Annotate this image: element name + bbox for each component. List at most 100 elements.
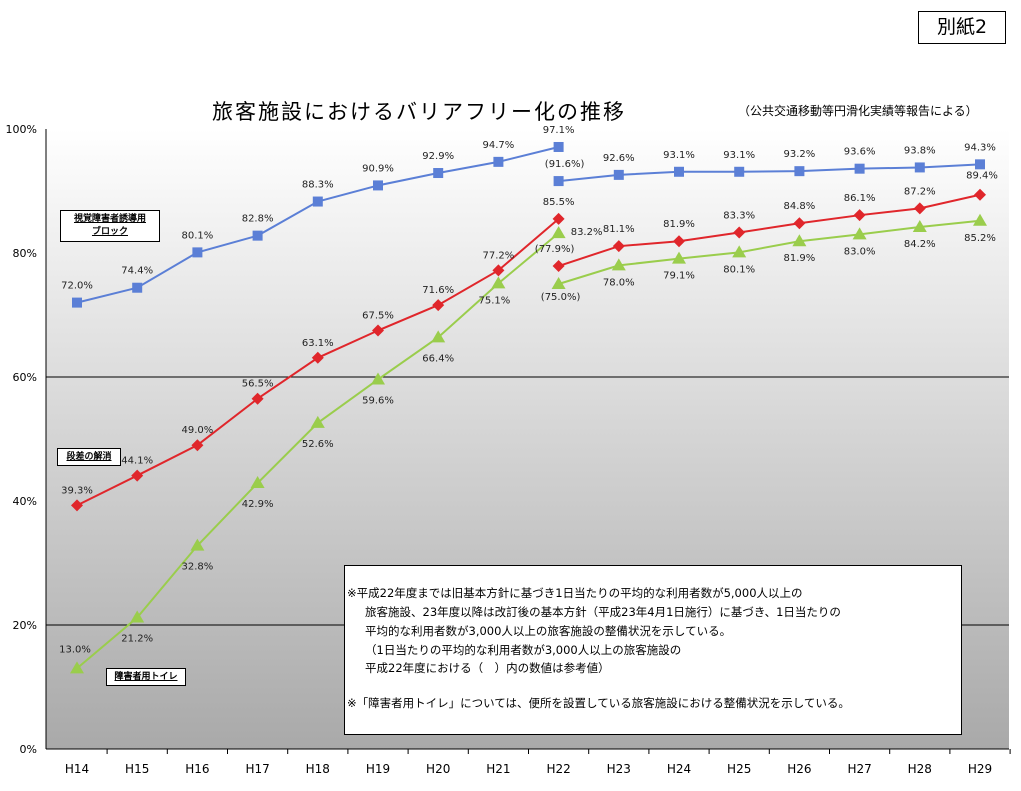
data-label-toilet: 66.4% xyxy=(422,353,454,364)
data-label-toilet: 59.6% xyxy=(362,395,394,406)
data-point-toilet xyxy=(431,330,446,343)
series-label-step-text: 段差の解消 xyxy=(66,452,112,462)
data-label-toilet: 32.8% xyxy=(182,562,214,573)
data-label-step: 56.5% xyxy=(242,379,274,390)
data-point-toilet xyxy=(912,219,927,232)
series-label-step: 段差の解消 xyxy=(57,448,121,466)
data-label-step: 84.8% xyxy=(784,201,816,212)
source-note: （公共交通移動等円滑化実績等報告による） xyxy=(738,104,978,118)
data-point-block xyxy=(192,247,203,258)
data-label-toilet: 84.2% xyxy=(904,239,936,250)
data-label-block: 93.2% xyxy=(784,149,816,160)
notes-box: ※平成22年度までは旧基本方針に基づき1日当たりの平均的な利用者数が5,000人… xyxy=(344,565,962,735)
data-point-block xyxy=(613,169,624,180)
x-tick-label: H24 xyxy=(667,762,691,776)
data-point-step xyxy=(372,324,384,337)
data-label-toilet: 52.6% xyxy=(302,439,334,450)
data-label-toilet: 78.0% xyxy=(603,277,635,288)
data-point-toilet xyxy=(551,277,566,289)
data-point-block xyxy=(493,156,504,167)
data-label-step: 77.2% xyxy=(483,250,515,261)
note-line-4: （1日当たりの平均的な利用者数が3,000人以上の旅客施設の xyxy=(365,643,682,657)
data-label-step: 71.6% xyxy=(422,285,454,296)
x-tick-label: H27 xyxy=(847,762,871,776)
x-tick-label: H20 xyxy=(426,762,450,776)
note-line-5: 平成22年度における（ ）内の数値は参考値） xyxy=(365,661,610,675)
data-point-block xyxy=(252,230,263,241)
x-tick-label: H17 xyxy=(245,762,269,776)
data-point-step xyxy=(612,240,625,253)
data-label-block: 94.7% xyxy=(483,140,515,151)
data-label-toilet: 85.2% xyxy=(964,233,996,244)
data-point-block xyxy=(132,282,143,293)
data-point-toilet xyxy=(551,226,566,239)
data-point-block xyxy=(373,180,383,191)
data-label-step: 44.1% xyxy=(121,456,153,467)
data-point-block xyxy=(553,141,564,152)
data-label-toilet: 80.1% xyxy=(723,264,755,275)
data-point-block xyxy=(433,168,444,179)
series-label-block: 視覚障害者誘導用 ブロック xyxy=(60,210,160,242)
data-point-toilet xyxy=(371,372,385,385)
x-tick-label: H21 xyxy=(486,762,510,776)
data-point-block xyxy=(914,162,925,173)
data-label-block: 93.1% xyxy=(663,150,695,161)
x-tick-label: H29 xyxy=(968,762,992,776)
data-point-step xyxy=(913,202,926,215)
data-label-block: 88.3% xyxy=(302,180,334,191)
data-point-toilet xyxy=(852,227,867,240)
data-label-block: 72.0% xyxy=(61,281,93,292)
y-tick-label: 20% xyxy=(13,619,37,632)
data-point-toilet xyxy=(250,476,265,489)
data-label-step: 63.1% xyxy=(302,338,334,349)
data-label-step: 89.4% xyxy=(966,171,998,182)
series-label-block-line2: ブロック xyxy=(91,227,128,237)
data-label-block: 92.9% xyxy=(422,151,454,162)
data-point-toilet xyxy=(973,213,987,226)
data-label-toilet: 42.9% xyxy=(242,499,274,510)
y-tick-label: 80% xyxy=(13,247,37,260)
data-label-block: 82.8% xyxy=(242,214,274,225)
data-point-block xyxy=(72,297,82,308)
data-point-step xyxy=(552,260,565,273)
data-label-toilet: 21.2% xyxy=(121,634,153,645)
series-label-block-line1: 視覚障害者誘導用 xyxy=(73,214,146,224)
data-label-block: 93.8% xyxy=(904,145,936,156)
series-label-toilet-text: 障害者用トイレ xyxy=(114,672,178,682)
note-line-2: 旅客施設、23年度以降は改訂後の基本方針（平成23年4月1日施行）に基づき、1日… xyxy=(365,605,841,619)
series-label-toilet: 障害者用トイレ xyxy=(106,668,186,686)
data-point-step xyxy=(191,439,204,452)
data-point-block xyxy=(553,176,564,187)
note-line-3: 平均的な利用者数が3,000人以上の旅客施設の整備状況を示している。 xyxy=(365,624,732,638)
data-label-block: 92.6% xyxy=(603,153,635,164)
data-point-toilet xyxy=(732,245,747,258)
data-point-step xyxy=(311,351,324,364)
data-point-step xyxy=(853,209,866,222)
data-label-block: 97.1% xyxy=(543,125,575,136)
data-label-toilet: 79.1% xyxy=(663,271,695,282)
data-point-step xyxy=(974,188,986,201)
data-label-step: 87.2% xyxy=(904,186,936,197)
y-tick-label: 40% xyxy=(13,495,37,508)
data-label-toilet: 83.2% xyxy=(571,227,603,238)
data-label-block: (91.6%) xyxy=(545,159,585,170)
data-point-toilet xyxy=(70,661,84,674)
x-tick-label: H25 xyxy=(727,762,751,776)
data-point-toilet xyxy=(611,258,626,271)
data-point-step xyxy=(552,212,565,225)
data-label-block: 94.3% xyxy=(964,142,996,153)
data-point-block xyxy=(674,166,684,177)
data-point-block xyxy=(975,159,985,170)
y-tick-label: 0% xyxy=(20,743,37,756)
data-label-step: 86.1% xyxy=(844,193,876,204)
data-label-step: (77.9%) xyxy=(535,244,575,255)
data-label-block: 74.4% xyxy=(121,266,153,277)
data-label-block: 93.6% xyxy=(844,147,876,158)
data-label-step: 67.5% xyxy=(362,311,394,322)
data-point-step xyxy=(733,226,746,239)
data-label-toilet: 75.1% xyxy=(479,295,511,306)
x-tick-label: H22 xyxy=(546,762,570,776)
data-point-toilet xyxy=(792,234,807,247)
data-point-step xyxy=(71,499,83,512)
data-point-toilet xyxy=(130,610,145,623)
